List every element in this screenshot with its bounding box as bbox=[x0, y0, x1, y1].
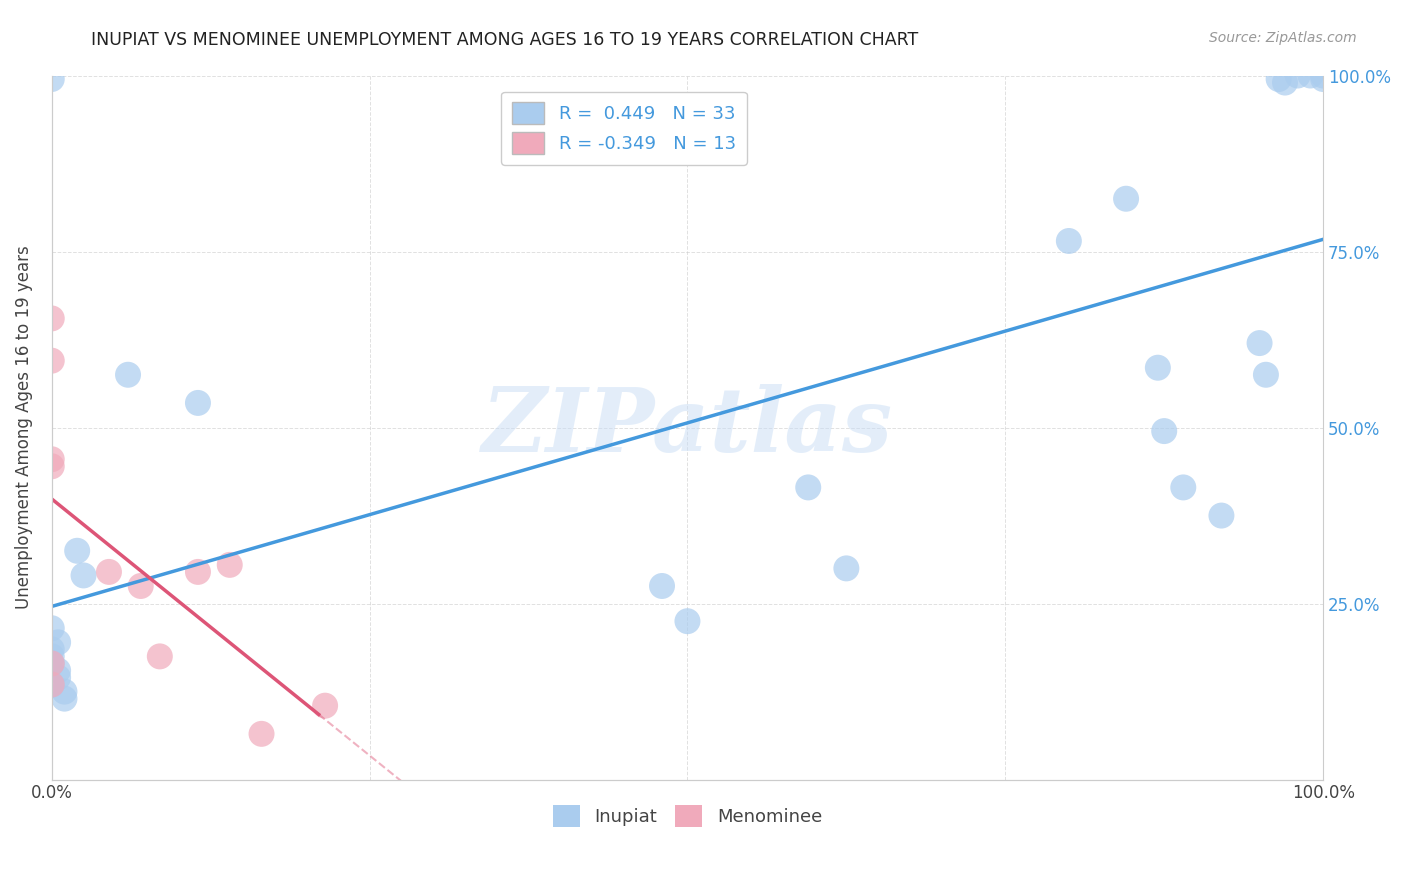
Point bbox=[187, 396, 209, 410]
Point bbox=[41, 311, 63, 326]
Point bbox=[41, 72, 63, 87]
Point bbox=[1173, 480, 1195, 494]
Point bbox=[41, 353, 63, 368]
Point bbox=[1286, 69, 1309, 83]
Point bbox=[41, 621, 63, 635]
Point bbox=[46, 671, 69, 685]
Point bbox=[46, 664, 69, 678]
Point bbox=[676, 614, 699, 628]
Legend: Inupiat, Menominee: Inupiat, Menominee bbox=[546, 797, 830, 834]
Point bbox=[1147, 360, 1170, 375]
Point bbox=[1254, 368, 1277, 382]
Point bbox=[187, 565, 209, 579]
Point bbox=[129, 579, 152, 593]
Point bbox=[41, 452, 63, 467]
Point bbox=[1267, 72, 1289, 87]
Point bbox=[835, 561, 858, 575]
Point bbox=[1153, 424, 1175, 438]
Point bbox=[72, 568, 94, 582]
Point bbox=[1312, 69, 1334, 83]
Point bbox=[41, 677, 63, 691]
Point bbox=[250, 727, 273, 741]
Point bbox=[1211, 508, 1233, 523]
Point bbox=[53, 691, 76, 706]
Point bbox=[1115, 192, 1137, 206]
Text: Source: ZipAtlas.com: Source: ZipAtlas.com bbox=[1209, 31, 1357, 45]
Point bbox=[314, 698, 336, 713]
Point bbox=[97, 565, 120, 579]
Point bbox=[218, 558, 240, 572]
Text: ZIPatlas: ZIPatlas bbox=[482, 384, 893, 471]
Point bbox=[149, 649, 172, 664]
Point bbox=[41, 649, 63, 664]
Point bbox=[1312, 72, 1334, 87]
Point bbox=[1274, 76, 1296, 90]
Point bbox=[41, 459, 63, 474]
Point bbox=[797, 480, 820, 494]
Point bbox=[1249, 336, 1271, 351]
Point bbox=[41, 642, 63, 657]
Point bbox=[41, 657, 63, 671]
Point bbox=[66, 543, 89, 558]
Point bbox=[1057, 234, 1080, 248]
Point bbox=[41, 677, 63, 691]
Point bbox=[53, 684, 76, 698]
Point bbox=[651, 579, 673, 593]
Point bbox=[41, 657, 63, 671]
Y-axis label: Unemployment Among Ages 16 to 19 years: Unemployment Among Ages 16 to 19 years bbox=[15, 245, 32, 609]
Text: INUPIAT VS MENOMINEE UNEMPLOYMENT AMONG AGES 16 TO 19 YEARS CORRELATION CHART: INUPIAT VS MENOMINEE UNEMPLOYMENT AMONG … bbox=[91, 31, 918, 49]
Point bbox=[117, 368, 139, 382]
Point bbox=[1299, 69, 1322, 83]
Point bbox=[46, 635, 69, 649]
